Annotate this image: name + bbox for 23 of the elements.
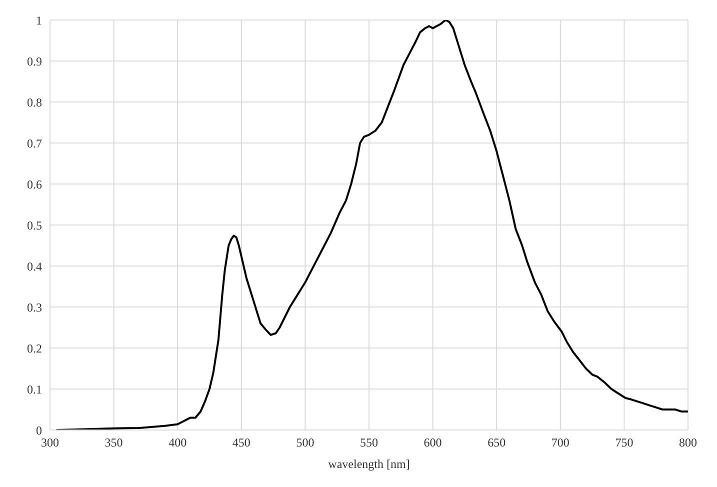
y-tick-label: 0.6 (27, 177, 42, 192)
y-tick-label: 0.5 (27, 218, 42, 232)
y-tick-label: 0.1 (27, 382, 42, 396)
y-tick-label: 0.9 (27, 54, 42, 68)
x-axis-title: wavelength [nm] (328, 457, 410, 471)
x-tick-label: 800 (679, 436, 697, 450)
x-tick-label: 750 (615, 436, 634, 450)
x-tick-label: 650 (488, 436, 506, 450)
y-tick-label: 0.3 (27, 300, 42, 314)
y-tick-label: 0.2 (27, 341, 42, 356)
x-tick-label: 600 (424, 436, 442, 450)
x-tick-label: 400 (168, 436, 187, 450)
y-tick-label: 0 (36, 423, 42, 438)
x-tick-label: 700 (551, 436, 570, 450)
x-tick-label: 500 (296, 436, 314, 450)
y-tick-label: 0.4 (27, 259, 42, 274)
y-tick-label: 1 (36, 13, 42, 28)
y-tick-label: 0.8 (27, 95, 42, 110)
x-tick-label: 350 (104, 436, 123, 450)
x-tick-label: 300 (41, 436, 59, 450)
x-tick-label: 450 (232, 436, 250, 450)
x-tick-label: 550 (360, 436, 378, 450)
y-tick-label: 0.7 (27, 136, 42, 150)
